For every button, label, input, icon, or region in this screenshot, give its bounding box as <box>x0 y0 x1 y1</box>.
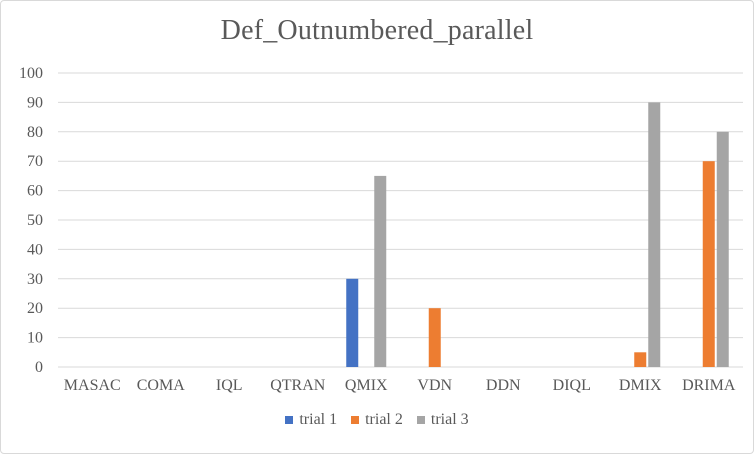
x-tick-label: DDN <box>486 377 521 394</box>
y-tick-label: 0 <box>35 359 43 376</box>
chart-title: Def_Outnumbered_parallel <box>220 15 534 46</box>
legend-swatch <box>416 416 425 424</box>
legend-label: trial 2 <box>365 411 403 428</box>
bar-trial-3-qmix <box>374 175 387 367</box>
x-tick-label: VDN <box>417 377 452 394</box>
bar-trial-1-qmix <box>346 278 359 367</box>
y-tick-label: 70 <box>27 153 43 170</box>
legend-item: trial 1 <box>285 411 337 429</box>
x-tick-label: QTRAN <box>270 377 326 394</box>
y-tick-label: 60 <box>27 183 43 200</box>
y-tick-label: 40 <box>27 241 43 258</box>
legend-swatch <box>351 416 360 424</box>
bar-trial-3-drima <box>716 131 729 367</box>
x-tick-label: DMIX <box>619 377 662 394</box>
x-tick-label: DRIMA <box>682 377 736 394</box>
legend-label: trial 3 <box>430 411 469 428</box>
x-tick-label: QMIX <box>345 377 388 394</box>
bar-trial-2-vdn <box>428 308 441 367</box>
y-tick-label: 10 <box>27 330 43 347</box>
y-tick-label: 90 <box>27 94 43 111</box>
y-tick-label: 50 <box>27 212 43 229</box>
y-tick-label: 80 <box>27 124 43 141</box>
y-tick-label: 30 <box>27 271 43 288</box>
legend: trial 1 trial 2 trial 3 <box>1 411 753 429</box>
x-tick-label: COMA <box>137 377 185 394</box>
x-tick-label: MASAC <box>64 377 121 394</box>
legend-item: trial 3 <box>416 411 469 429</box>
legend-item: trial 2 <box>351 411 403 429</box>
legend-swatch <box>285 416 294 424</box>
legend-label: trial 1 <box>299 411 338 428</box>
bar-trial-2-dmix <box>634 352 647 367</box>
x-tick-label: DIQL <box>553 377 591 394</box>
bar-trial-2-drima <box>702 161 715 367</box>
x-tick-label: IQL <box>216 377 243 394</box>
y-tick-label: 20 <box>27 300 43 317</box>
bar-trial-3-dmix <box>648 102 661 368</box>
y-tick-label: 100 <box>19 65 43 82</box>
